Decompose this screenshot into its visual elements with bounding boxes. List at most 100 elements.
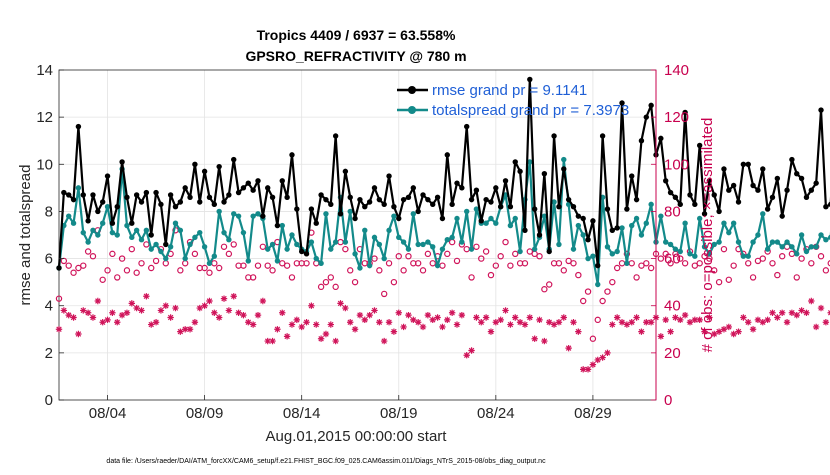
- totalspread-point: [216, 208, 222, 215]
- totalspread-point: [663, 239, 669, 245]
- assimilated-obs-point: [798, 307, 805, 314]
- possible-obs-point: [55, 295, 63, 302]
- assimilated-obs-point: [473, 314, 480, 321]
- possible-obs-point: [453, 257, 461, 265]
- rmse-point: [687, 192, 693, 198]
- possible-obs-point: [541, 286, 548, 293]
- totalspread-point: [813, 244, 819, 250]
- rmse-point: [420, 192, 426, 198]
- assimilated-obs-point: [526, 314, 534, 321]
- rmse-point: [158, 201, 164, 208]
- possible-obs-point: [376, 267, 383, 274]
- assimilated-obs-point: [99, 319, 106, 326]
- possible-obs-point: [526, 248, 534, 255]
- assimilated-obs-point: [230, 293, 237, 300]
- x-tick-label: 08/09: [186, 405, 224, 422]
- assimilated-obs-point: [696, 316, 703, 324]
- possible-obs-point: [711, 267, 718, 274]
- assimilated-obs-point: [181, 326, 189, 333]
- possible-obs-point: [613, 264, 621, 272]
- rmse-point: [197, 199, 203, 205]
- totalspread-point: [153, 241, 159, 248]
- y-axis-right-label: # of obs: o=possible; ×=assimilated: [699, 118, 716, 353]
- totalspread-point: [774, 239, 781, 245]
- rmse-point: [658, 135, 664, 142]
- rmse-point: [80, 192, 86, 198]
- rmse-point: [56, 265, 62, 271]
- possible-obs-point: [594, 316, 601, 324]
- rmse-point: [250, 187, 256, 193]
- possible-obs-point: [468, 274, 475, 281]
- possible-obs-point: [502, 238, 509, 246]
- rmse-point: [541, 171, 548, 177]
- possible-obs-point: [579, 297, 587, 305]
- assimilated-obs-point: [215, 314, 223, 321]
- assimilated-obs-point: [390, 328, 398, 335]
- possible-obs-point: [701, 253, 708, 260]
- rmse-point: [410, 185, 417, 191]
- rmse-point: [624, 206, 630, 212]
- totalspread-point: [449, 234, 455, 241]
- possible-obs-point: [230, 241, 237, 248]
- totalspread-point: [789, 244, 795, 250]
- assimilated-obs-point: [594, 356, 601, 364]
- totalspread-point: [192, 234, 198, 241]
- rmse-point: [231, 156, 237, 163]
- totalspread-point: [740, 253, 747, 259]
- possible-obs-point: [395, 253, 402, 260]
- totalspread-point: [240, 229, 247, 236]
- rmse-point: [221, 199, 227, 205]
- assimilated-obs-point: [589, 361, 597, 368]
- rmse-point: [735, 199, 742, 205]
- totalspread-point: [381, 255, 387, 262]
- totalspread-point: [430, 244, 436, 250]
- rmse-point: [629, 173, 635, 179]
- possible-obs-point: [482, 248, 490, 255]
- rmse-point: [265, 185, 271, 191]
- totalspread-point: [386, 227, 392, 233]
- totalspread-point: [682, 220, 688, 226]
- totalspread-point: [595, 281, 601, 288]
- totalspread-point: [454, 215, 460, 222]
- assimilated-obs-point: [419, 323, 427, 331]
- possible-obs-point: [715, 278, 723, 286]
- rmse-point: [692, 201, 698, 208]
- assimilated-obs-point: [730, 330, 737, 338]
- totalspread-point: [629, 222, 635, 229]
- assimilated-obs-point: [536, 316, 543, 324]
- totalspread-point: [347, 208, 353, 215]
- y-axis-label: rmse and totalspread: [17, 165, 34, 306]
- totalspread-point: [818, 232, 824, 238]
- totalspread-point: [716, 239, 722, 245]
- possible-obs-point: [380, 290, 388, 298]
- totalspread-point: [672, 246, 679, 252]
- possible-obs-point: [322, 278, 330, 286]
- rmse-point: [362, 204, 368, 210]
- rmse-point: [507, 204, 514, 210]
- possible-obs-point: [638, 262, 645, 269]
- totalspread-point: [177, 227, 184, 233]
- totalspread-point: [328, 246, 334, 252]
- assimilated-obs-point: [118, 311, 126, 319]
- possible-obs-point: [419, 267, 427, 274]
- rmse-point: [638, 138, 645, 144]
- totalspread-point: [405, 246, 412, 252]
- assimilated-obs-point: [89, 314, 97, 321]
- possible-obs-point: [444, 250, 451, 258]
- assimilated-obs-point: [638, 328, 645, 335]
- possible-obs-point: [730, 262, 737, 269]
- rmse-point: [294, 206, 300, 212]
- possible-obs-point: [521, 260, 529, 267]
- totalspread-point: [250, 213, 256, 219]
- assimilated-obs-point: [735, 328, 742, 335]
- rmse-point: [216, 163, 222, 170]
- data-file-footnote: data file: /Users/raeder/DAI/ATM_forcXX/…: [106, 458, 546, 465]
- assimilated-obs-point: [366, 311, 373, 319]
- rmse-point: [206, 194, 213, 200]
- possible-obs-point: [240, 262, 247, 269]
- rmse-point: [177, 199, 184, 205]
- possible-obs-point: [793, 274, 800, 281]
- rmse-point: [585, 237, 591, 243]
- rmse-point: [551, 133, 557, 139]
- possible-obs-point: [259, 243, 267, 250]
